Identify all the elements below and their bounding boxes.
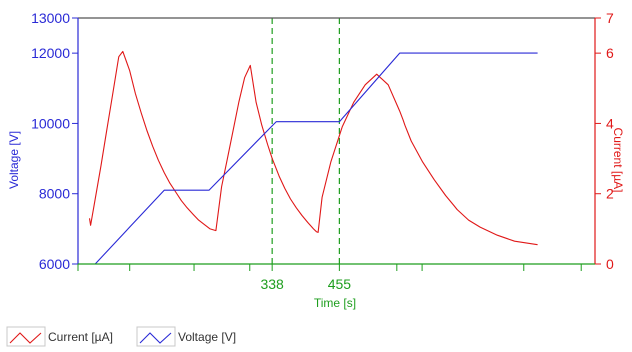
legend: Current [µA] Voltage [V]: [6, 326, 236, 347]
y2-tick-label: 2: [606, 186, 614, 202]
y-tick-label: 10000: [31, 115, 70, 131]
legend-swatch-voltage: [139, 332, 172, 344]
legend-label-voltage: Voltage [V]: [178, 330, 236, 344]
y2-tick-label: 0: [606, 256, 614, 272]
axis-layer: 6000 8000 10000 12000 13000 0 2 4 6 7 338 455: [31, 10, 614, 292]
legend-label-current: Current [µA]: [48, 330, 113, 344]
current-series-line: [88, 50, 538, 246]
y-tick-label: 6000: [39, 256, 70, 272]
y2-tick-label: 4: [606, 115, 614, 131]
y2-axis-label: Current [µA]: [611, 128, 625, 193]
y-tick-label: 12000: [31, 45, 70, 61]
y-tick-label: 8000: [39, 186, 70, 202]
legend-swatch-current: [9, 332, 42, 344]
x-tick-label: 455: [328, 276, 352, 292]
vertical-marker-layer: [271, 18, 340, 264]
y-tick-label: 13000: [31, 10, 70, 26]
y-axis-label: Voltage [V]: [7, 131, 21, 189]
legend-item-voltage: Voltage [V]: [136, 326, 236, 347]
y2-tick-label: 7: [606, 10, 614, 26]
voltage-series-line: [89, 52, 538, 265]
series-layer: [88, 50, 538, 265]
x-axis-label: Time [s]: [314, 296, 356, 310]
y2-tick-label: 6: [606, 45, 614, 61]
legend-item-current: Current [µA]: [6, 326, 113, 347]
x-tick-label: 338: [260, 276, 284, 292]
